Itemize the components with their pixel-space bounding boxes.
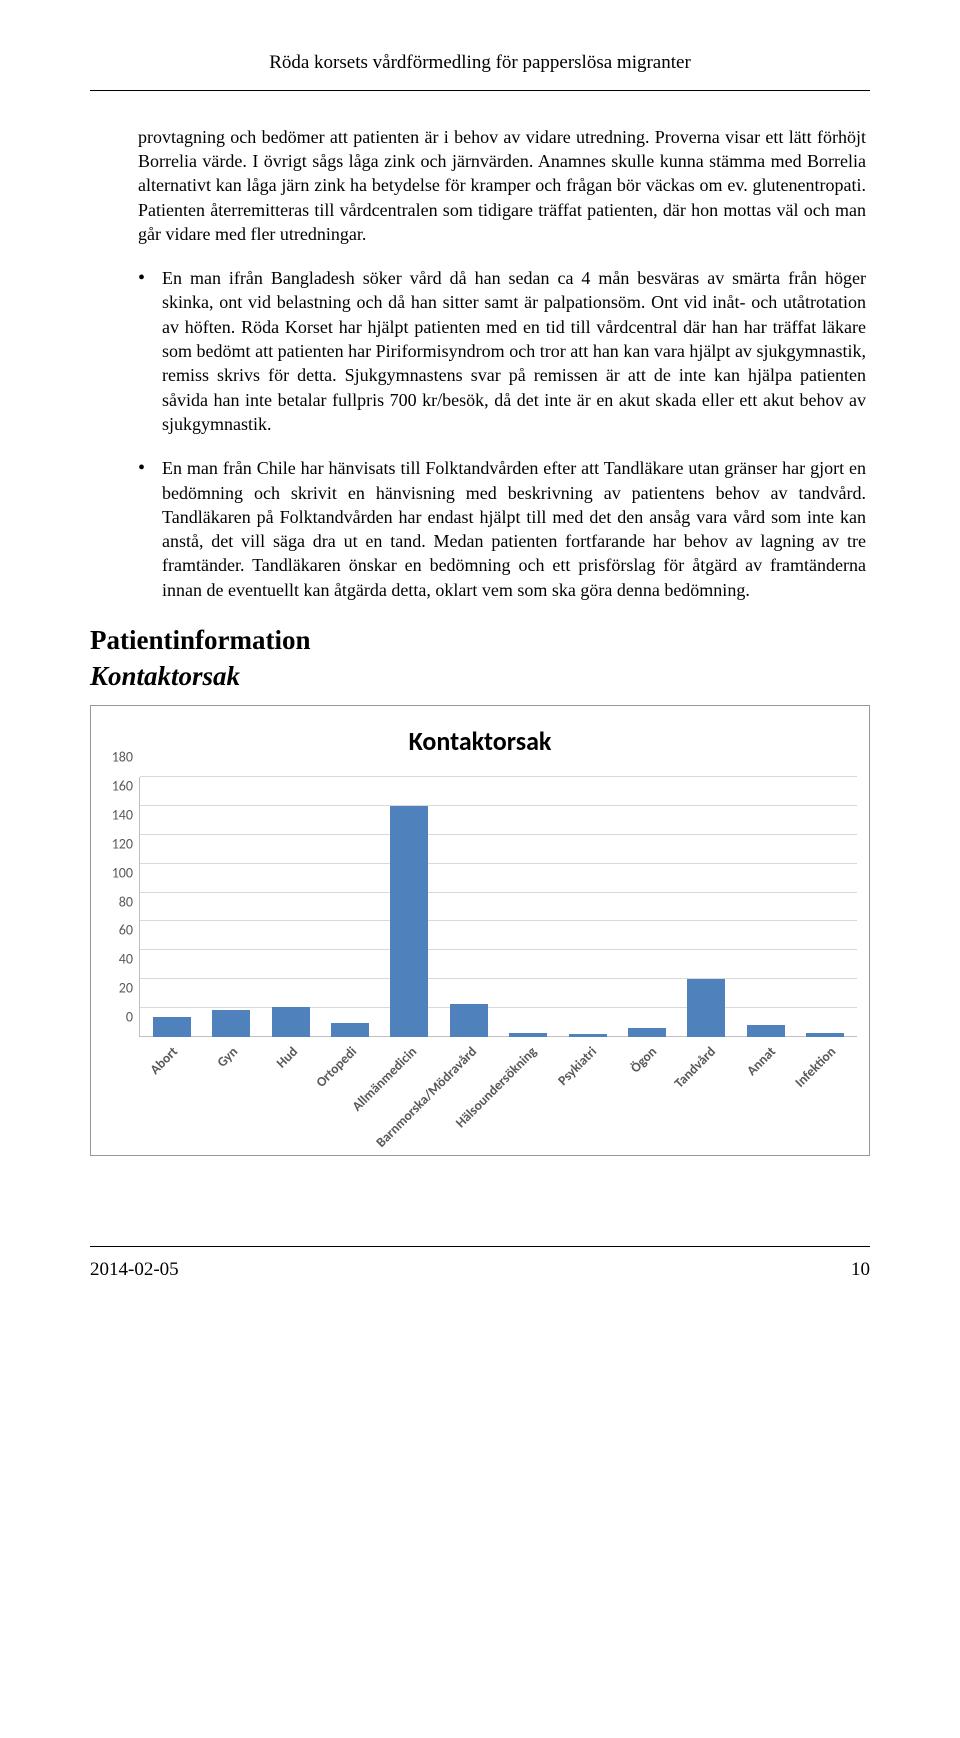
bullet-text: En man ifrån Bangladesh söker vård då ha… [162,268,866,434]
chart-x-label: Abort [139,1037,199,1149]
chart-bar [687,979,725,1037]
chart-x-label: Infektion [797,1037,857,1149]
intro-paragraph: provtagning och bedömer att patienten är… [138,125,866,246]
chart-x-label: Tandvård [677,1037,737,1149]
chart-y-axis: 020406080100120140160180 [103,777,139,1037]
chart-x-label: Psykiatri [558,1037,618,1149]
chart-bar [331,1023,369,1037]
chart-y-tick: 180 [112,749,133,768]
list-item: En man ifrån Bangladesh söker vård då ha… [138,266,866,436]
chart-bar [272,1007,310,1037]
chart-y-tick: 40 [119,951,133,970]
chart-y-tick: 140 [112,806,133,825]
chart-x-label: Hud [259,1037,319,1149]
page-footer: 2014-02-05 10 [90,1246,870,1283]
body-intro-block: provtagning och bedömer att patienten är… [90,125,870,246]
chart-y-tick: 120 [112,835,133,854]
header-title: Röda korsets vårdförmedling för pappersl… [269,52,691,73]
chart-bars [140,777,857,1037]
bullet-text: En man från Chile har hänvisats till Fol… [162,458,866,599]
chart-x-label: Ögon [618,1037,678,1149]
chart-x-label: Gyn [199,1037,259,1149]
page-header: Röda korsets vårdförmedling för pappersl… [90,50,870,91]
chart-plot [139,777,857,1037]
chart-bar [153,1017,191,1037]
chart-bar [212,1010,250,1037]
chart-x-label: Annat [737,1037,797,1149]
chart-title: Kontaktorsak [103,724,857,759]
chart-bar [747,1025,785,1037]
chart-y-tick: 160 [112,778,133,797]
section-heading: Patientinformation [90,622,870,658]
footer-page-number: 10 [851,1257,870,1283]
chart-bar [390,806,428,1037]
footer-date: 2014-02-05 [90,1257,179,1283]
bullet-list: En man ifrån Bangladesh söker vård då ha… [90,266,870,602]
chart-container: Kontaktorsak 0 20 40 60 80 100 120 140 160 180 Ab… [90,705,870,1156]
chart-bar [628,1028,666,1037]
chart-bar [450,1004,488,1037]
list-item: En man från Chile har hänvisats till Fol… [138,456,866,602]
chart-y-tick: 0 [126,1009,133,1028]
chart-x-label: Hälsoundersökning [498,1037,558,1149]
chart-x-axis: AbortGynHudOrtopediAllmänmedicinBarnmors… [139,1037,857,1149]
chart-y-tick: 80 [119,893,133,912]
chart-y-tick: 100 [112,864,133,883]
chart-plot-area: 020406080100120140160180 [103,777,857,1037]
chart-y-tick: 60 [119,922,133,941]
chart-y-tick: 20 [119,980,133,999]
section-subheading: Kontaktorsak [90,658,870,694]
